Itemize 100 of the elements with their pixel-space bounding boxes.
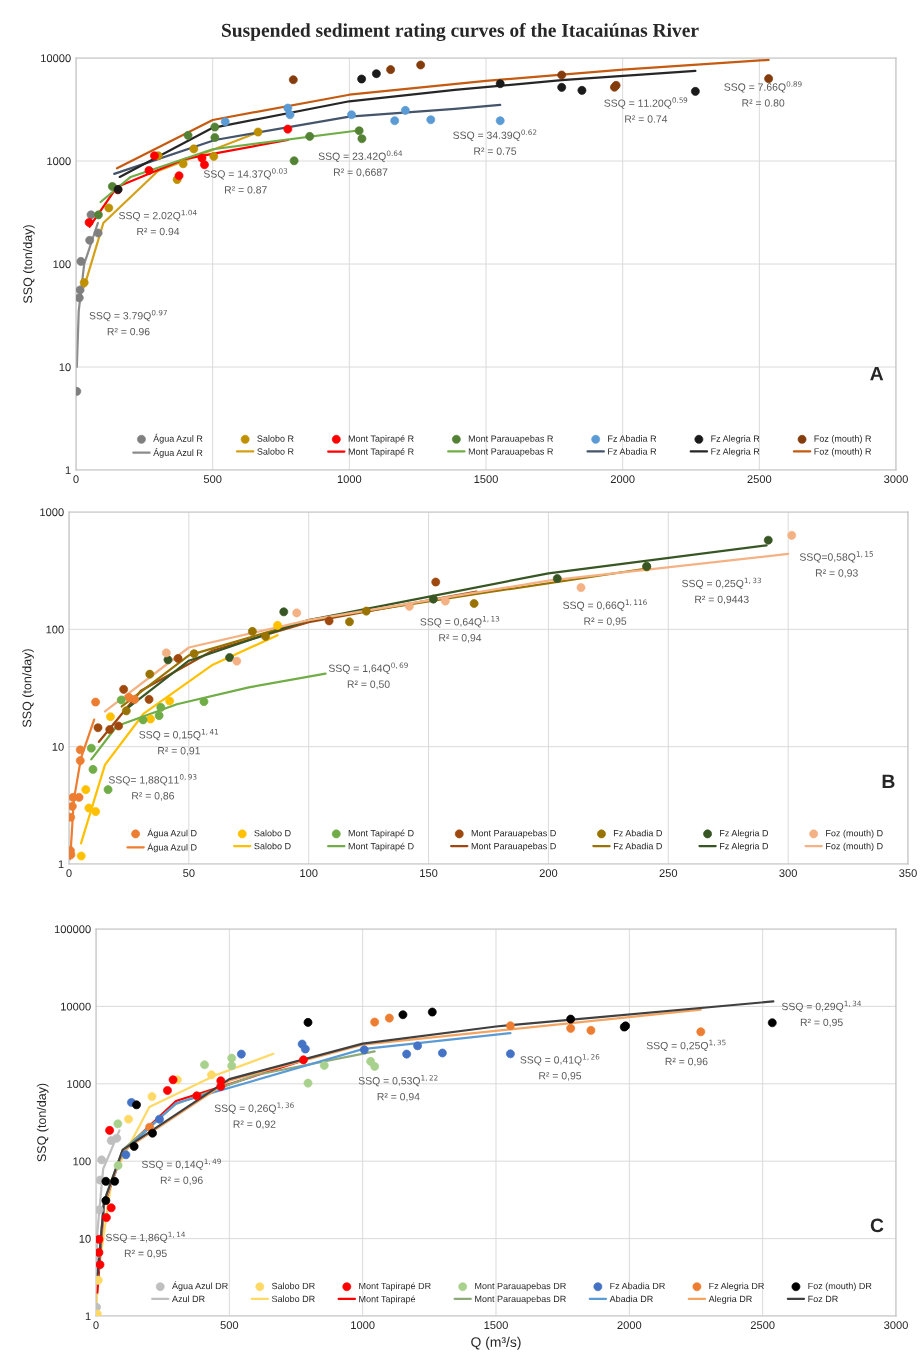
annotation: C [870, 1218, 884, 1233]
legend-label: Mont Tapirapé DR [359, 1282, 431, 1291]
legend-label: Foz (mouth) DR [808, 1282, 872, 1291]
annotation: SSQ = 0,25Q$^{1,33}$ [682, 577, 761, 590]
x-tick-label: 1000 [351, 1321, 375, 1330]
annotation: R² = 0,9443 [695, 595, 749, 605]
annotation: B [882, 774, 895, 789]
x-tick-label: 50 [183, 869, 195, 878]
annotation: SSQ = 2.02Q$^{1.04}$ [118, 209, 197, 222]
x-tick-label: 350 [899, 869, 917, 878]
annotation: SSQ = 0,64Q$^{1,13}$ [420, 616, 500, 628]
x-tick-label: 2500 [750, 1321, 775, 1330]
annotation: R² = 0,86 [132, 792, 175, 801]
annotation: R² = 0,96 [160, 1176, 203, 1186]
legend-label: Fz Alegria DR [709, 1282, 764, 1291]
annotation: R² = 0.80 [742, 99, 785, 107]
annotation: R² = 0.87 [225, 186, 267, 194]
annotation: SSQ = 34.39Q$^{0.62}$ [453, 129, 537, 141]
legend-label: Salobo D [254, 842, 291, 850]
legend-label: Fz Alegria D [720, 842, 769, 852]
annotation: SSQ = 7.66Q$^{0.89}$ [724, 81, 802, 93]
legend-label: Mont Parauapebas DR [475, 1282, 566, 1291]
annotation: R² = 0,96 [665, 1057, 708, 1067]
annotation: R² = 0.75 [474, 147, 517, 155]
annotation: A [870, 366, 884, 381]
legend-label: Mont Tapirapé D [348, 842, 414, 852]
legend-label: Salobo DR [271, 1282, 315, 1290]
legend-label: Salobo R [257, 448, 294, 455]
annotation: SSQ = 23.42Q$^{0.64}$ [318, 150, 403, 162]
annotation: SSQ = 0,66Q$^{1,116}$ [563, 599, 647, 611]
annotation: R² = 0.74 [625, 115, 668, 123]
y-tick-label: 10000 [41, 54, 71, 63]
legend-label: Mont Tapirapé [359, 1295, 416, 1305]
legend-label: Água Azul R [153, 433, 203, 444]
legend-label: Água Azul DR [172, 1281, 228, 1291]
legend-label: Fz Alegria R [711, 448, 760, 457]
legend-label: Mont Parauapebas D [471, 842, 556, 852]
x-tick-label: 2000 [617, 1321, 642, 1330]
annotation: SSQ= 1,88Q11$^{0,93}$ [108, 774, 197, 786]
annotation: R² = 0,95 [124, 1249, 167, 1259]
annotation: R² = 0,50 [347, 680, 390, 690]
annotation: R² = 0,92 [233, 1120, 276, 1130]
annotation: SSQ = 0,25Q$^{1,35}$ [646, 1039, 726, 1052]
x-tick-label: 250 [659, 869, 678, 878]
y-tick-label: 10 [52, 742, 64, 751]
legend-label: Salobo DR [271, 1295, 315, 1303]
annotation: SSQ=0,58Q$^{1,15}$ [799, 551, 873, 563]
x-tick-label: 1500 [484, 1321, 508, 1330]
legend-label: Salobo D [254, 829, 291, 837]
x-tick-label: 200 [539, 869, 558, 878]
y-tick-label: 100 [53, 260, 71, 269]
annotation: R² = 0,94 [439, 634, 482, 643]
legend-label: Fz Abadia R [608, 435, 657, 442]
x-tick-label: 150 [420, 869, 438, 878]
legend-label: Mont Tapirapé D [348, 829, 414, 839]
annotation: R² = 0,6687 [334, 168, 388, 178]
legend-label: Alegria DR [708, 1295, 752, 1304]
legend-label: Mont Parauapebas D [471, 829, 556, 839]
annotation: SSQ = 0,14Q$^{1,49}$ [141, 1158, 221, 1170]
x-tick-label: 2000 [610, 475, 635, 484]
legend-label: Foz DR [808, 1295, 838, 1303]
legend-label: Água Azul R [153, 448, 203, 458]
x-tick-label: 1000 [337, 475, 362, 484]
annotation: SSQ = 14.37Q$^{0.03}$ [203, 168, 288, 180]
legend-label: Fz Alegria R [711, 435, 760, 444]
legend-label: Mont Tapirapé R [348, 448, 414, 457]
x-tick-label: 1500 [474, 475, 498, 484]
legend-label: Mont Parauapebas R [468, 448, 553, 457]
x-tick-label: 500 [203, 475, 222, 484]
y-tick-label: 10000 [61, 1002, 91, 1011]
legend-label: Foz (mouth) R [814, 435, 872, 444]
y-tick-label: 1 [85, 1312, 91, 1321]
legend-label: Fz Abadia D [613, 842, 662, 850]
x-tick-label: 300 [779, 869, 797, 878]
annotation: R² = 0,91 [158, 747, 200, 756]
legend-label: Abadia DR [609, 1295, 653, 1303]
legend-label: Fz Abadia R [608, 448, 657, 455]
annotation: R² = 0,95 [539, 1072, 582, 1081]
y-tick-label: 1 [65, 466, 71, 475]
y-tick-label: 1000 [67, 1080, 91, 1088]
y-tick-label: 1 [58, 860, 64, 869]
legend-label: Mont Parauapebas DR [475, 1295, 566, 1304]
legend-label: Azul DR [172, 1295, 205, 1303]
legend-label: Mont Parauapebas R [468, 435, 553, 444]
x-tick-label: 2500 [747, 475, 772, 484]
legend-label: Fz Alegria D [720, 829, 769, 839]
y-tick-label: 100 [73, 1157, 91, 1166]
legend-label: Salobo R [257, 435, 294, 442]
x-tick-label: 100 [300, 869, 318, 878]
annotation: R² = 0,95 [584, 617, 627, 627]
annotation: SSQ = 0,15Q$^{1,41}$ [139, 729, 219, 741]
y-axis-title: SSQ (ton/day) [36, 1083, 49, 1162]
y-tick-label: 100000 [54, 925, 91, 934]
annotation: R² = 0.96 [107, 327, 150, 336]
legend-label: Foz (mouth) D [826, 829, 883, 839]
legend-label: Fz Abadia D [613, 829, 662, 837]
annotation: SSQ = 3.79Q$^{0.97}$ [89, 309, 167, 322]
x-tick-label: 500 [220, 1321, 239, 1330]
legend-label: Fz Abadia DR [610, 1282, 665, 1290]
annotation: R² = 0,93 [815, 569, 858, 578]
